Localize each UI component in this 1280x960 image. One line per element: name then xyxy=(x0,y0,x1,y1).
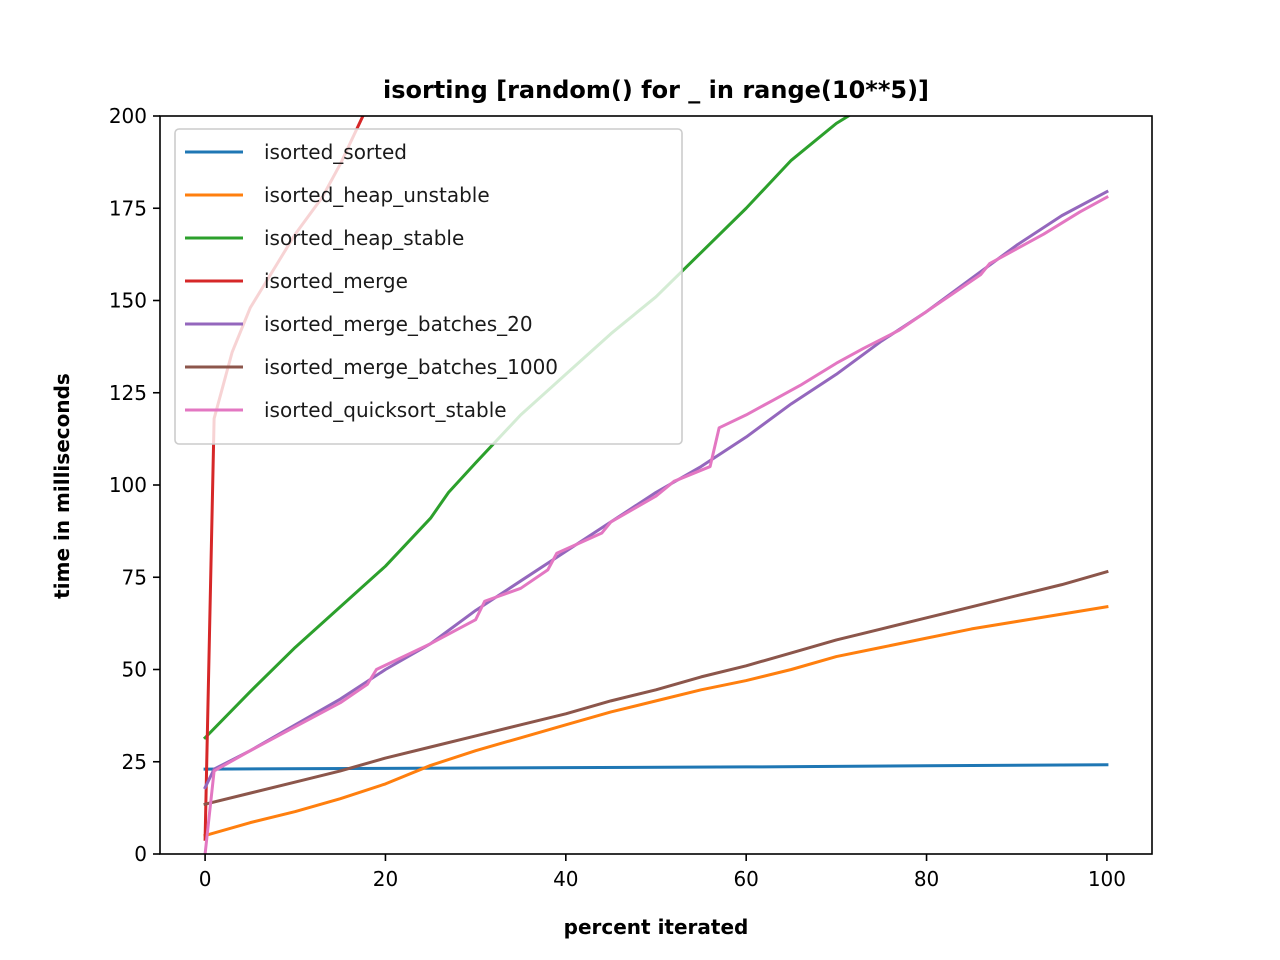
y-tick-label: 200 xyxy=(109,104,147,128)
y-tick-label: 125 xyxy=(109,381,147,405)
y-tick-label: 150 xyxy=(109,289,147,313)
chart-title: isorting [random() for _ in range(10**5)… xyxy=(383,76,929,104)
legend-label: isorted_heap_stable xyxy=(264,226,464,250)
legend-label: isorted_quicksort_stable xyxy=(264,398,507,422)
y-tick-label: 25 xyxy=(122,750,147,774)
x-tick-label: 80 xyxy=(914,867,939,891)
series-line-isorted-merge-batches-1000 xyxy=(203,569,1109,806)
x-tick-label: 40 xyxy=(553,867,578,891)
x-tick-label: 60 xyxy=(733,867,758,891)
legend-box xyxy=(174,128,683,445)
x-tick-label: 100 xyxy=(1088,867,1126,891)
y-tick-label: 100 xyxy=(109,473,147,497)
series-line-isorted-heap-unstable xyxy=(203,605,1109,838)
y-tick-label: 75 xyxy=(122,565,147,589)
series-line-isorted-quicksort-stable xyxy=(203,195,1109,854)
legend-label: isorted_heap_unstable xyxy=(264,183,490,207)
legend: isorted_sorted isorted_heap_unstableisort… xyxy=(174,128,683,445)
axes: 0 20 40 60 80 100 0 25 50 75 100 125 150 175 200 xyxy=(109,104,1153,891)
y-axis-label: time in milliseconds xyxy=(50,373,74,599)
legend-label: isorted_merge_batches_1000 xyxy=(264,355,558,379)
y-tick-label: 175 xyxy=(109,196,147,220)
series-line-isorted-sorted xyxy=(203,763,1109,771)
x-tick-label: 20 xyxy=(373,867,398,891)
y-tick-label: 50 xyxy=(122,658,147,682)
x-axis-label: percent iterated xyxy=(564,915,749,939)
legend-label: isorted_merge xyxy=(264,269,408,293)
y-tick-label: 0 xyxy=(134,842,147,866)
x-tick-label: 0 xyxy=(199,867,212,891)
legend-label: isorted_sorted xyxy=(264,140,407,164)
legend-label: isorted_merge_batches_20 xyxy=(264,312,533,336)
